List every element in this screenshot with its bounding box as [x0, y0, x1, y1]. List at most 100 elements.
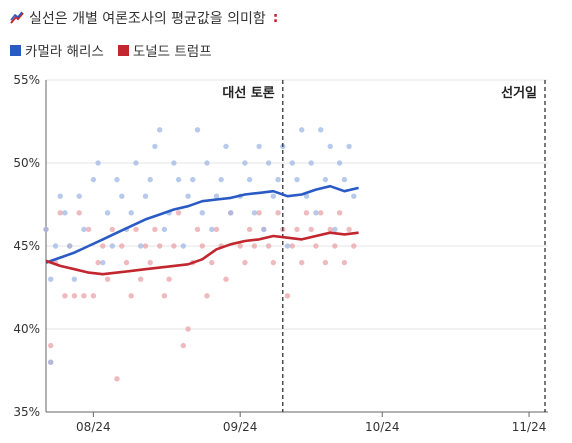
poll-dot-trump — [251, 243, 258, 249]
poll-dot-harris — [284, 243, 291, 249]
poll-dot-trump — [185, 326, 191, 332]
poll-dot-trump — [313, 243, 319, 249]
poll-dot-trump — [147, 259, 153, 266]
poll-dot-trump — [81, 293, 87, 299]
poll-dot-trump — [270, 259, 276, 266]
poll-dot-harris — [48, 359, 54, 365]
series-line-harris — [45, 184, 359, 264]
poll-dot-trump — [336, 210, 343, 216]
poll-dot-harris — [147, 176, 153, 183]
poll-dot-harris — [114, 176, 120, 183]
poll-dot-trump — [194, 226, 201, 233]
poll-dot-harris — [204, 160, 210, 166]
poll-dot-harris — [308, 160, 314, 166]
y-tick-label: 35% — [13, 405, 40, 419]
poll-dot-trump — [332, 243, 338, 249]
y-tick-label: 50% — [13, 156, 40, 170]
poll-dot-harris — [43, 226, 49, 233]
poll-dot-harris — [327, 143, 333, 150]
poll-dot-harris — [336, 160, 343, 166]
y-tick-label: 40% — [13, 322, 40, 336]
poll-dot-harris — [175, 176, 182, 183]
poll-dot-trump — [327, 226, 333, 233]
poll-dot-harris — [199, 210, 205, 216]
poll-dot-harris — [152, 143, 158, 150]
poll-dot-harris — [142, 193, 149, 199]
poll-dot-harris — [180, 243, 186, 249]
x-tick-label: 10/24 — [365, 420, 400, 434]
poll-dot-trump — [289, 243, 295, 249]
poll-dot-harris — [185, 193, 191, 199]
poll-dot-harris — [109, 243, 116, 249]
poll-dot-harris — [223, 143, 229, 150]
poll-dot-trump — [346, 226, 352, 233]
poll-dot-trump — [275, 210, 281, 216]
poll-dot-harris — [318, 127, 324, 133]
poll-dot-harris — [275, 176, 281, 183]
poll-dot-trump — [322, 259, 329, 266]
poll-dot-trump — [109, 226, 116, 233]
poll-dot-harris — [81, 226, 87, 233]
annotation-label: 선거일 — [501, 85, 537, 101]
poll-dot-harris — [48, 276, 54, 282]
poll-dot-trump — [114, 376, 120, 382]
poll-dot-harris — [190, 176, 196, 183]
poll-dot-trump — [100, 243, 106, 249]
poll-dot-harris — [351, 193, 357, 199]
series-line-trump — [45, 231, 359, 276]
poll-dot-trump — [175, 210, 182, 216]
poll-dot-trump — [152, 226, 158, 233]
poll-dot-trump — [242, 259, 248, 266]
poll-dot-harris — [256, 143, 262, 150]
legend-item-harris[interactable]: 카멀라 해리스 — [10, 40, 104, 60]
poll-dot-harris — [57, 193, 63, 199]
chart-legend: 카멀라 해리스 도널드 트럼프 — [10, 40, 212, 60]
poll-dot-harris — [265, 160, 272, 166]
poll-dot-harris — [218, 176, 224, 183]
legend-label-harris: 카멀라 해리스 — [25, 44, 104, 60]
poll-dot-harris — [100, 259, 106, 266]
poll-dot-trump — [166, 276, 172, 282]
poll-dot-trump — [133, 226, 139, 233]
poll-dot-trump — [62, 293, 68, 299]
poll-dot-harris — [194, 127, 201, 133]
poll-dot-trump — [171, 243, 177, 249]
poll-dot-trump — [209, 259, 215, 266]
poll-dot-harris — [119, 193, 125, 199]
poll-dot-harris — [332, 226, 338, 233]
poll-dot-trump — [294, 226, 300, 233]
poll-dot-trump — [119, 243, 125, 249]
y-tick-label: 45% — [13, 239, 40, 253]
poll-dot-trump — [90, 293, 97, 299]
poll-dot-harris — [138, 243, 144, 249]
poll-dot-harris — [71, 276, 78, 282]
legend-item-trump[interactable]: 도널드 트럼프 — [117, 40, 212, 60]
poll-dot-harris — [294, 176, 300, 183]
poll-dot-harris — [213, 193, 220, 199]
poll-dot-trump — [299, 259, 305, 266]
poll-dot-harris — [161, 226, 168, 233]
poll-dot-trump — [104, 276, 111, 282]
poll-dot-harris — [299, 127, 305, 133]
legend-swatch-trump — [117, 44, 129, 56]
poll-dot-trump — [161, 293, 168, 299]
poll-dot-harris — [303, 193, 310, 199]
y-tick-label: 55% — [13, 73, 40, 87]
poll-dot-harris — [90, 176, 97, 183]
poll-dot-harris — [133, 160, 139, 166]
poll-dot-harris — [209, 226, 215, 233]
poll-dot-harris — [157, 127, 163, 133]
poll-dot-trump — [213, 226, 220, 233]
poll-dot-trump — [123, 259, 130, 266]
poll-dot-harris — [322, 176, 329, 183]
chart-header: 실선은 개별 여론조사의 평균값을 의미함 : — [10, 8, 278, 28]
poll-dot-harris — [341, 176, 348, 183]
poll-dot-harris — [270, 193, 276, 199]
poll-dot-trump — [318, 210, 324, 216]
poll-dot-trump — [351, 243, 357, 249]
poll-dot-trump — [157, 243, 163, 249]
poll-dot-trump — [48, 342, 54, 349]
x-tick-label: 09/24 — [223, 420, 258, 434]
poll-dot-harris — [246, 176, 253, 183]
